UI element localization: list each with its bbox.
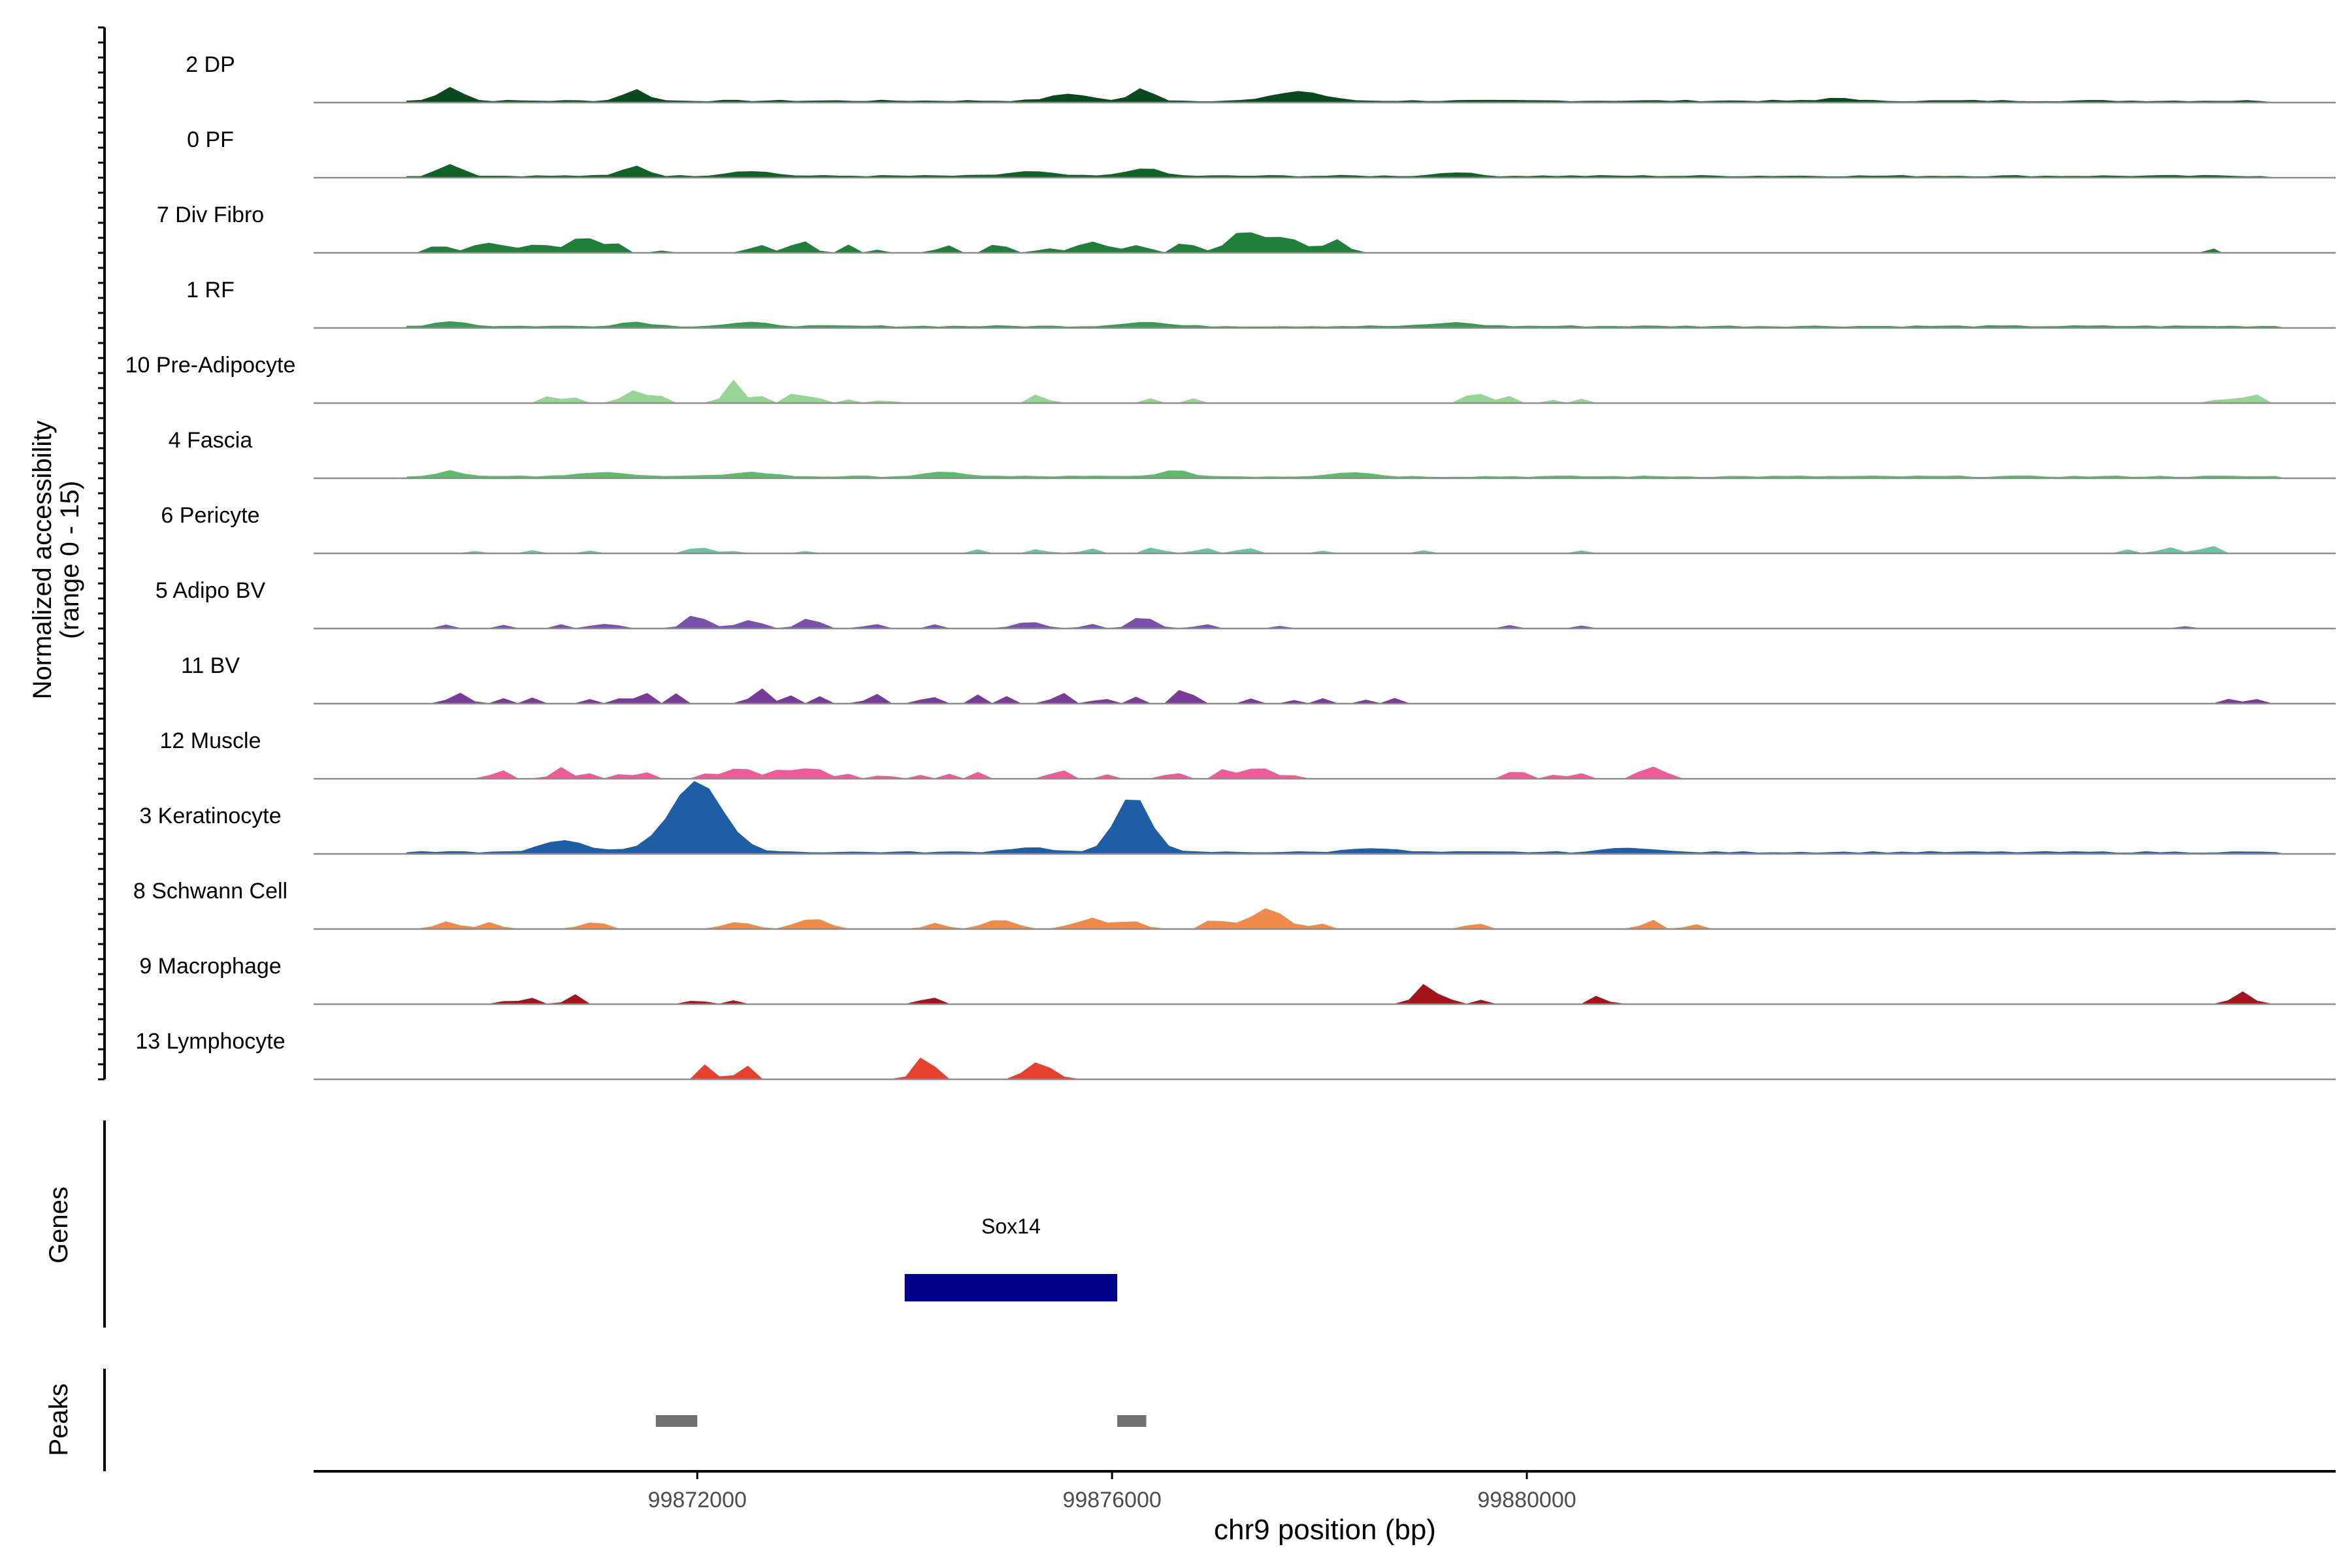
- track-label: 8 Schwann Cell: [133, 879, 287, 904]
- track-3: 7 Div Fibro: [157, 203, 2336, 254]
- x-axis: 99872000 99876000 99880000 chr9 position (…: [314, 1470, 2336, 1546]
- track-label: 1 RF: [186, 278, 235, 302]
- track-label: 2 DP: [186, 52, 235, 77]
- track-4: 1 RF: [186, 278, 2336, 329]
- track-12: 8 Schwann Cell: [133, 879, 2336, 930]
- track-11: 3 Keratinocyte: [139, 781, 2336, 855]
- peak-items: [655, 1415, 1147, 1427]
- track-label: 12 Muscle: [160, 728, 261, 753]
- gene-body: [904, 1274, 1118, 1301]
- genes-panel: Genes Sox14: [44, 1120, 1118, 1328]
- peaks-panel: Peaks: [44, 1369, 1147, 1471]
- track-8: 5 Adipo BV: [155, 578, 2336, 630]
- y-axis-range-label: (range 0 - 15): [56, 481, 84, 639]
- coverage-tracks: 2 DP 0 PF 7 Div Fibro 1 RF 10 Pre-Adipocyte 4…: [125, 52, 2336, 1081]
- y-axis-ticks: [98, 26, 105, 1081]
- track-2: 0 PF: [187, 127, 2336, 179]
- track-label: 0 PF: [187, 127, 234, 152]
- peak-region: [655, 1415, 698, 1427]
- track-label: 5 Adipo BV: [155, 578, 266, 603]
- x-axis-ticks: 99872000 99876000 99880000: [648, 1471, 1576, 1512]
- track-label: 4 Fascia: [169, 428, 253, 453]
- track-14: 13 Lymphocyte: [135, 1029, 2336, 1081]
- track-5: 10 Pre-Adipocyte: [125, 353, 2336, 404]
- track-6: 4 Fascia: [169, 428, 2336, 480]
- y-axis-title: Normalized accessibility (range 0 - 15): [28, 421, 84, 700]
- coverage-area: [406, 470, 2285, 479]
- coverage-area: [406, 87, 2274, 103]
- y-axis-label: Normalized accessibility: [28, 421, 57, 700]
- track-10: 12 Muscle: [160, 728, 2336, 780]
- gene-label: Sox14: [981, 1215, 1041, 1238]
- track-label: 10 Pre-Adipocyte: [125, 353, 296, 378]
- x-tick-label: 99880000: [1477, 1488, 1576, 1512]
- peaks-panel-title: Peaks: [44, 1383, 73, 1456]
- track-label: 9 Macrophage: [139, 954, 281, 979]
- track-9: 11 BV: [181, 653, 2336, 705]
- coverage-area: [406, 781, 2285, 855]
- track-label: 7 Div Fibro: [157, 203, 264, 227]
- genes-panel-title: Genes: [44, 1186, 73, 1264]
- track-7: 6 Pericyte: [161, 503, 2336, 555]
- x-axis-title: chr9 position (bp): [1214, 1514, 1436, 1546]
- peak-region: [1117, 1415, 1147, 1427]
- track-label: 3 Keratinocyte: [139, 804, 281, 828]
- track-label: 6 Pericyte: [161, 503, 259, 528]
- x-tick-label: 99872000: [648, 1488, 747, 1512]
- gene-items: Sox14: [904, 1215, 1118, 1301]
- track-label: 11 BV: [181, 653, 240, 678]
- track-label: 13 Lymphocyte: [135, 1029, 285, 1054]
- track-13: 9 Macrophage: [139, 954, 2336, 1005]
- coverage-area: [406, 321, 2285, 329]
- track-1: 2 DP: [186, 52, 2336, 104]
- x-tick-label: 99876000: [1062, 1488, 1161, 1512]
